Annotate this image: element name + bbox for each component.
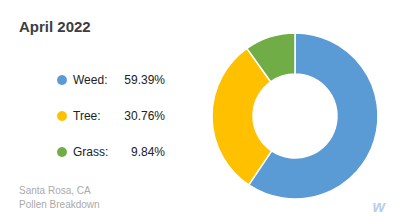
svg-text:Tree:: Tree: [73, 109, 101, 123]
svg-text:9.84%: 9.84% [131, 145, 165, 159]
svg-text:Weed:: Weed: [73, 73, 107, 87]
svg-text:Grass:: Grass: [73, 145, 108, 159]
svg-text:59.39%: 59.39% [124, 73, 165, 87]
svg-text:w: w [373, 198, 387, 215]
svg-text:Pollen Breakdown: Pollen Breakdown [19, 199, 100, 210]
svg-text:30.76%: 30.76% [124, 109, 165, 123]
svg-text:Santa Rosa, CA: Santa Rosa, CA [19, 185, 91, 196]
svg-text:April 2022: April 2022 [19, 18, 91, 35]
